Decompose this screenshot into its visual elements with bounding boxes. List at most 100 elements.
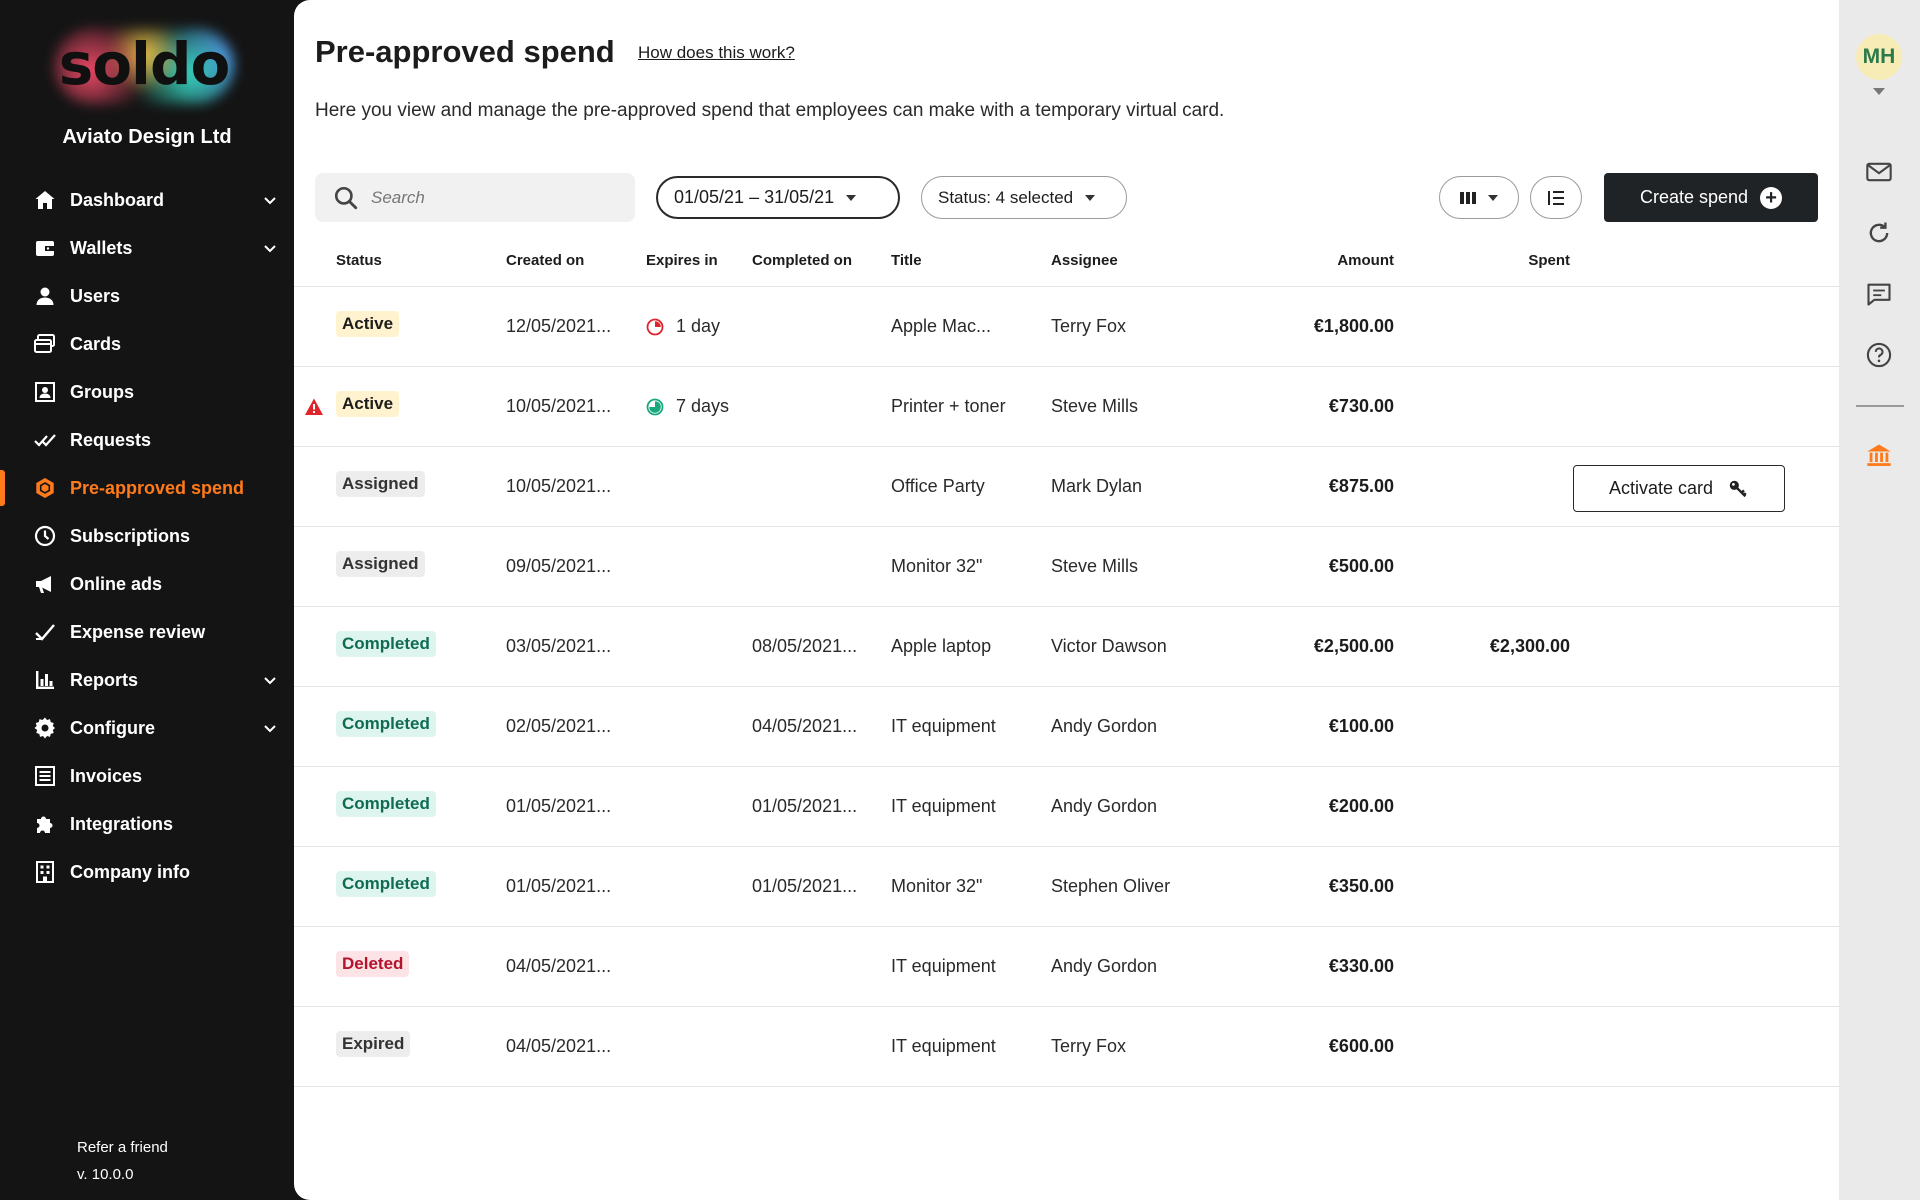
activate-card-button[interactable]: Activate card [1573,465,1785,512]
sidebar-item-integrations[interactable]: Integrations [0,800,294,848]
table-row[interactable]: Assigned 09/05/2021... Monitor 32" Steve Mi… [294,527,1839,607]
status-badge: Assigned [336,471,425,497]
table-row[interactable]: Deleted 04/05/2021... IT equipment Andy Gor… [294,927,1839,1007]
status-badge: Active [336,311,400,337]
sidebar-item-wallets[interactable]: Wallets [0,224,294,272]
sidebar-item-label: Invoices [70,765,143,786]
invoice-icon [32,763,58,789]
sidebar-item-pre-approved-spend[interactable]: Pre-approved spend [0,464,294,512]
status-badge: Completed [336,711,436,737]
chevron-down-icon[interactable] [1873,88,1885,95]
col-expires-in[interactable]: Expires in [646,252,718,269]
title-cell: Apple laptop [891,636,992,656]
table-row[interactable]: Completed 02/05/2021... 04/05/2021... IT eq… [294,687,1839,767]
columns-toggle-button[interactable] [1439,176,1519,219]
chat-icon[interactable] [1864,279,1894,309]
completed-on-cell: 01/05/2021... [752,876,858,896]
sidebar-item-groups[interactable]: Groups [0,368,294,416]
table-row[interactable]: Assigned 10/05/2021... Office Party Mark Dy… [294,447,1839,527]
status-filter[interactable]: Status: 4 selected [921,176,1127,219]
gear-icon [32,715,58,741]
table-body: Active 12/05/2021... 1 day Apple Mac... Terr… [294,287,1839,1087]
col-completed-on[interactable]: Completed on [752,252,852,269]
status-badge: Expired [336,1031,411,1057]
bar-chart-icon [32,667,58,693]
sidebar-item-requests[interactable]: Requests [0,416,294,464]
sidebar-item-configure[interactable]: Configure [0,704,294,752]
help-icon[interactable] [1864,340,1894,370]
sidebar-item-dashboard[interactable]: Dashboard [0,176,294,224]
sidebar-item-invoices[interactable]: Invoices [0,752,294,800]
amount-cell: €100.00 [1328,716,1394,736]
sidebar-item-label: Reports [70,669,139,690]
col-status[interactable]: Status [336,252,382,269]
created-on-cell: 04/05/2021... [506,956,612,976]
home-icon [32,187,58,213]
clock-icon [32,523,58,549]
sidebar-item-company-info[interactable]: Company info [0,848,294,896]
col-amount[interactable]: Amount [1337,252,1394,269]
sidebar-item-label: Expense review [70,621,206,642]
date-range-label: 01/05/21 – 31/05/21 [674,187,835,207]
mail-icon[interactable] [1864,157,1894,187]
status-badge: Deleted [336,951,410,977]
avatar[interactable]: MH [1856,34,1902,80]
refer-a-friend-link[interactable]: Refer a friend [77,1139,168,1156]
completed-on-cell: 08/05/2021... [752,636,858,656]
sidebar-item-label: Online ads [70,573,163,594]
sort-button[interactable] [1530,176,1582,219]
table-row[interactable]: Completed 03/05/2021... 08/05/2021... Apple… [294,607,1839,687]
search-box[interactable] [315,173,635,222]
spent-cell: €2,300.00 [1489,636,1570,656]
created-on-cell: 12/05/2021... [506,316,612,336]
sidebar-item-subscriptions[interactable]: Subscriptions [0,512,294,560]
status-badge: Completed [336,631,436,657]
col-spent[interactable]: Spent [1528,252,1570,269]
wallet-icon [32,235,58,261]
sidebar-item-cards[interactable]: Cards [0,320,294,368]
col-title[interactable]: Title [891,252,922,269]
chevron-down-icon[interactable] [262,672,278,688]
col-assignee[interactable]: Assignee [1051,252,1118,269]
how-does-this-work-link[interactable]: How does this work? [638,43,795,62]
assignee-cell: Steve Mills [1051,396,1139,416]
sidebar-item-online-ads[interactable]: Online ads [0,560,294,608]
search-input[interactable] [371,187,621,208]
amount-cell: €875.00 [1328,476,1394,496]
soldo-logo[interactable]: soldo [46,24,242,108]
assignee-cell: Mark Dylan [1051,476,1143,496]
amount-cell: €730.00 [1328,396,1394,416]
table-row[interactable]: Active 10/05/2021... 7 days Printer + toner… [294,367,1839,447]
table-row[interactable]: Active 12/05/2021... 1 day Apple Mac... Terr… [294,287,1839,367]
table-row[interactable]: Completed 01/05/2021... 01/05/2021... IT eq… [294,767,1839,847]
plus-circle-icon: + [1760,186,1783,209]
bank-icon[interactable] [1864,440,1894,470]
sidebar-item-expense-review[interactable]: Expense review [0,608,294,656]
table-row[interactable]: Completed 01/05/2021... 01/05/2021... Monit… [294,847,1839,927]
create-spend-button[interactable]: Create spend + [1604,173,1818,222]
chevron-down-icon[interactable] [262,192,278,208]
expires-in-cell: 7 days [676,396,730,416]
table-row[interactable]: Expired 04/05/2021... IT equipment Terry Fo… [294,1007,1839,1087]
sidebar-item-users[interactable]: Users [0,272,294,320]
title-cell: IT equipment [891,1036,996,1056]
title-cell: IT equipment [891,956,996,976]
chevron-down-icon[interactable] [262,720,278,736]
col-created-on[interactable]: Created on [506,252,585,269]
title-cell: IT equipment [891,716,996,736]
created-on-cell: 03/05/2021... [506,636,612,656]
amount-cell: €330.00 [1328,956,1394,976]
columns-icon [1460,191,1476,204]
amount-cell: €350.00 [1328,876,1394,896]
refresh-icon[interactable] [1864,218,1894,248]
sidebar-item-label: Wallets [70,237,133,258]
sidebar-item-reports[interactable]: Reports [0,656,294,704]
chevron-down-icon[interactable] [262,240,278,256]
sidebar-item-label: Groups [70,381,135,402]
title-cell: IT equipment [891,796,996,816]
spend-table: Status Created on Expires in Completed o… [294,238,1839,1087]
date-range-filter[interactable]: 01/05/21 – 31/05/21 [656,176,900,219]
logo-glow [54,28,234,104]
timer-icon [646,318,664,336]
sidebar-item-label: Company info [70,861,190,882]
